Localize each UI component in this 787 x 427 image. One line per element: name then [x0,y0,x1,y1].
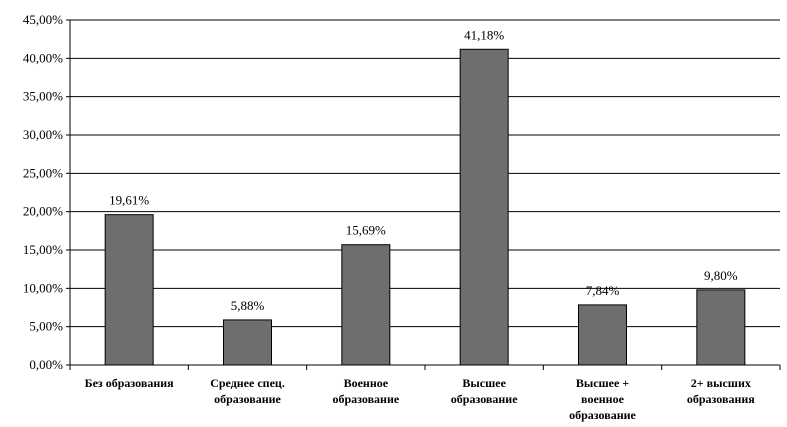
category-label-line: образования [687,392,755,406]
y-tick-label: 40,00% [23,50,63,65]
bars [104,48,746,366]
category-label-line: Высшее [462,376,506,390]
data-label: 7,84% [586,283,620,298]
category-label: Военное образование [332,376,399,406]
y-axis-tick-labels: 0,00% 5,00% 10,00% 15,00% 20,00% 25,00% 30,00%… [23,12,63,372]
x-axis-category-labels: Без образования Среднее спец. образованиеВ… [85,376,756,422]
category-label-line: образование [451,392,518,406]
data-label: 15,69% [346,223,386,238]
category-label-line: военное [581,392,625,406]
category-label-line: Военное [344,376,389,390]
category-label-line: Высшее + [576,376,629,390]
category-label: Высшее образование [451,376,518,406]
category-label-line: Без образования [85,376,175,390]
grid-lines [66,19,780,366]
y-tick-label: 30,00% [23,127,63,142]
bar [696,289,746,366]
category-label: Среднее спец. образование [210,376,285,406]
category-label-line: образование [332,392,399,406]
y-tick-label: 5,00% [29,319,63,334]
bar [578,304,627,366]
data-label: 9,80% [704,268,738,283]
y-tick-label: 0,00% [29,357,63,372]
data-labels: 19,61% 5,88% 15,69% 41,18% 7,84% 9,80% [109,27,738,313]
category-label: 2+ высших образования [687,376,755,406]
bar [104,214,154,366]
bar [223,319,272,366]
bar [459,48,509,366]
category-label: Высшее + военное образование [569,376,636,422]
data-label: 41,18% [464,27,504,42]
y-tick-label: 15,00% [23,242,63,257]
category-label-line: образование [569,408,636,422]
y-tick-label: 10,00% [23,280,63,295]
bar [341,244,391,366]
y-tick-label: 20,00% [23,204,63,219]
category-label-line: образование [214,392,281,406]
category-label: Без образования [85,376,175,390]
y-tick-label: 25,00% [23,165,63,180]
category-label-line: 2+ высших [691,376,751,390]
y-tick-label: 35,00% [23,89,63,104]
x-axis [69,20,781,370]
data-label: 5,88% [231,298,265,313]
data-label: 19,61% [109,193,149,208]
y-tick-label: 45,00% [23,12,63,27]
category-label-line: Среднее спец. [210,376,285,390]
